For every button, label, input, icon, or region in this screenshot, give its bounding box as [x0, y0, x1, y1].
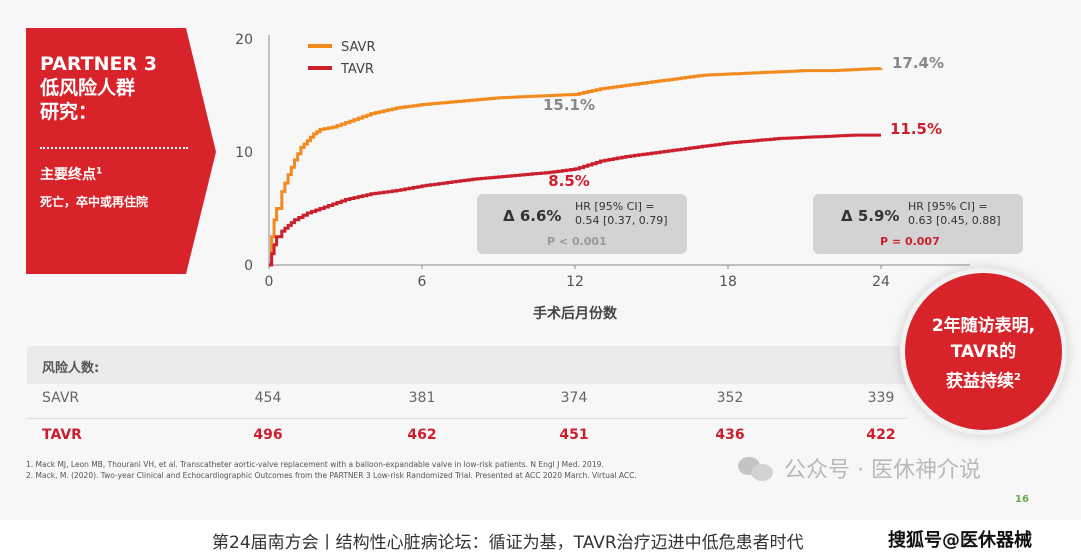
- risk-value: 436: [715, 427, 745, 443]
- x-tick-label: 6: [418, 274, 427, 290]
- conclusion-circle: 2年随访表明, TAVR的 获益持续2: [905, 273, 1062, 430]
- x-tick-label: 18: [719, 274, 737, 290]
- risk-value: 462: [407, 427, 437, 443]
- hr-box-24-month: Δ 5.9% HR [95% CI] = 0.63 [0.45, 0.88] P…: [813, 194, 1023, 254]
- study-callout: PARTNER 3 低风险人群 研究： 主要终点1 死亡，卒中或再住院: [0, 0, 240, 276]
- article-caption: 第24届南方会丨结构性心脏病论坛：循证为基，TAVR治疗迈进中低危患者时代: [212, 533, 804, 553]
- x-tick-label: 0: [265, 274, 274, 290]
- p-value: P = 0.007: [880, 235, 940, 248]
- series-line-savr: [269, 67, 883, 267]
- hr-value-line1: HR [95% CI] =: [575, 200, 655, 213]
- row-name: TAVR: [42, 427, 82, 443]
- hr-value-line1: HR [95% CI] =: [908, 200, 988, 213]
- conclusion-line1: 2年随访表明,: [931, 316, 1036, 336]
- risk-table-header: [27, 346, 907, 384]
- legend-label-tavr: TAVR: [340, 62, 374, 77]
- hr-value-line2: 0.54 [0.37, 0.79]: [575, 214, 668, 227]
- hr-box-12-month: Δ 6.6% HR [95% CI] = 0.54 [0.37, 0.79] P…: [477, 194, 687, 254]
- wechat-watermark: 公众号 · 医休神介说: [738, 452, 981, 484]
- risk-row-tavr: TAVR 496 462 451 436 422: [27, 418, 907, 453]
- conclusion-footnote: 2: [1014, 372, 1021, 383]
- hr-delta: Δ 6.6%: [503, 207, 562, 225]
- risk-value: 451: [559, 427, 589, 443]
- callout-title: PARTNER 3 低风险人群 研究：: [40, 52, 210, 124]
- risk-value: 422: [866, 427, 896, 443]
- source-brand: 搜狐号@医休器械: [888, 530, 1032, 551]
- risk-value: 352: [716, 390, 744, 406]
- data-label: 15.1%: [543, 96, 595, 114]
- data-label: 8.5%: [548, 172, 590, 190]
- endpoint-footnote: 1: [96, 166, 103, 177]
- km-chart: 0 10 20 0 6 12 18 24 手术后月份数 SAVR TAVR 15.1% 8.5% 17.4…: [235, 32, 970, 322]
- risk-value: 454: [254, 390, 282, 406]
- risk-value: 374: [560, 390, 588, 406]
- y-tick-label: 0: [244, 258, 253, 274]
- references: 1. Mack MJ, Leon MB, Thourani VH, et al.…: [26, 459, 637, 481]
- callout-shape: [26, 28, 216, 274]
- risk-value: 339: [867, 390, 895, 406]
- primary-endpoint-label: 主要终点1: [40, 166, 103, 183]
- dotted-divider: [40, 147, 188, 149]
- risk-value: 381: [408, 390, 436, 406]
- reference-2: 2. Mack, M. (2020). Two-year Clinical an…: [26, 471, 637, 480]
- series-line-tavr: [269, 133, 881, 267]
- watermark-text: 公众号 · 医休神介说: [784, 458, 981, 483]
- p-value: P < 0.001: [547, 235, 607, 248]
- risk-value: 496: [253, 427, 283, 443]
- callout-title-line3: 研究：: [40, 101, 98, 123]
- page-number: 16: [1015, 494, 1029, 505]
- slide: PARTNER 3 低风险人群 研究： 主要终点1 死亡，卒中或再住院 0 10 2…: [0, 0, 1062, 505]
- risk-table-label: 风险人数:: [42, 361, 100, 376]
- x-tick-label: 24: [872, 274, 890, 290]
- conclusion-line2: TAVR的: [950, 342, 1017, 362]
- legend-label-savr: SAVR: [341, 40, 375, 55]
- x-axis-title: 手术后月份数: [533, 305, 618, 322]
- callout-title-line2: 低风险人群: [40, 77, 136, 99]
- risk-row-savr: SAVR 454 381 374 352 339: [27, 382, 907, 416]
- callout-title-line1: PARTNER 3: [40, 53, 157, 75]
- data-label: 17.4%: [892, 54, 944, 72]
- x-tick-label: 12: [566, 274, 584, 290]
- wechat-icon: [738, 455, 774, 481]
- data-label: 11.5%: [890, 120, 942, 138]
- hr-delta: Δ 5.9%: [841, 207, 900, 225]
- hr-value-line2: 0.63 [0.45, 0.88]: [908, 214, 1001, 227]
- reference-1: 1. Mack MJ, Leon MB, Thourani VH, et al.…: [26, 460, 604, 469]
- primary-endpoint-detail: 死亡，卒中或再住院: [40, 195, 149, 209]
- y-tick-label: 20: [235, 32, 253, 48]
- conclusion-line3: 获益持续2: [946, 371, 1021, 392]
- row-name: SAVR: [42, 390, 80, 406]
- y-tick-label: 10: [235, 145, 253, 161]
